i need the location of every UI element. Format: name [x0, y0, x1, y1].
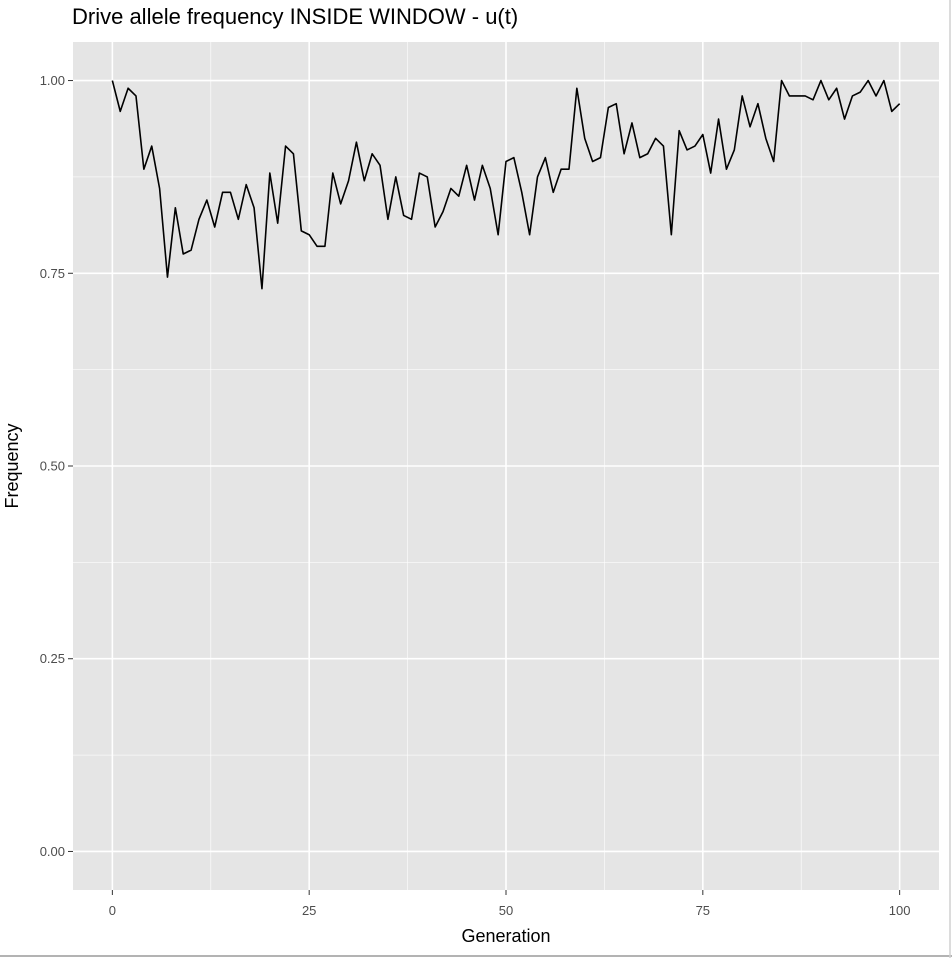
- x-axis-label: Generation: [461, 926, 550, 946]
- y-axis-ticks: 0.00 0.25 0.50 0.75 1.00: [40, 73, 73, 859]
- x-tick-label: 25: [302, 903, 316, 918]
- x-tick-label: 0: [109, 903, 116, 918]
- x-axis-ticks: 0 25 50 75 100: [109, 890, 911, 918]
- y-tick-label: 0.75: [40, 266, 65, 281]
- chart-title: Drive allele frequency INSIDE WINDOW - u…: [72, 4, 518, 29]
- y-tick-label: 0.50: [40, 459, 65, 474]
- y-axis-label: Frequency: [2, 423, 22, 508]
- x-tick-label: 75: [696, 903, 710, 918]
- x-tick-label: 100: [889, 903, 911, 918]
- y-tick-label: 1.00: [40, 73, 65, 88]
- y-tick-label: 0.00: [40, 844, 65, 859]
- series-layer: [111, 79, 901, 290]
- y-tick-label: 0.25: [40, 651, 65, 666]
- x-tick-label: 50: [499, 903, 513, 918]
- grid-major: [73, 42, 939, 890]
- series-line: [111, 79, 901, 290]
